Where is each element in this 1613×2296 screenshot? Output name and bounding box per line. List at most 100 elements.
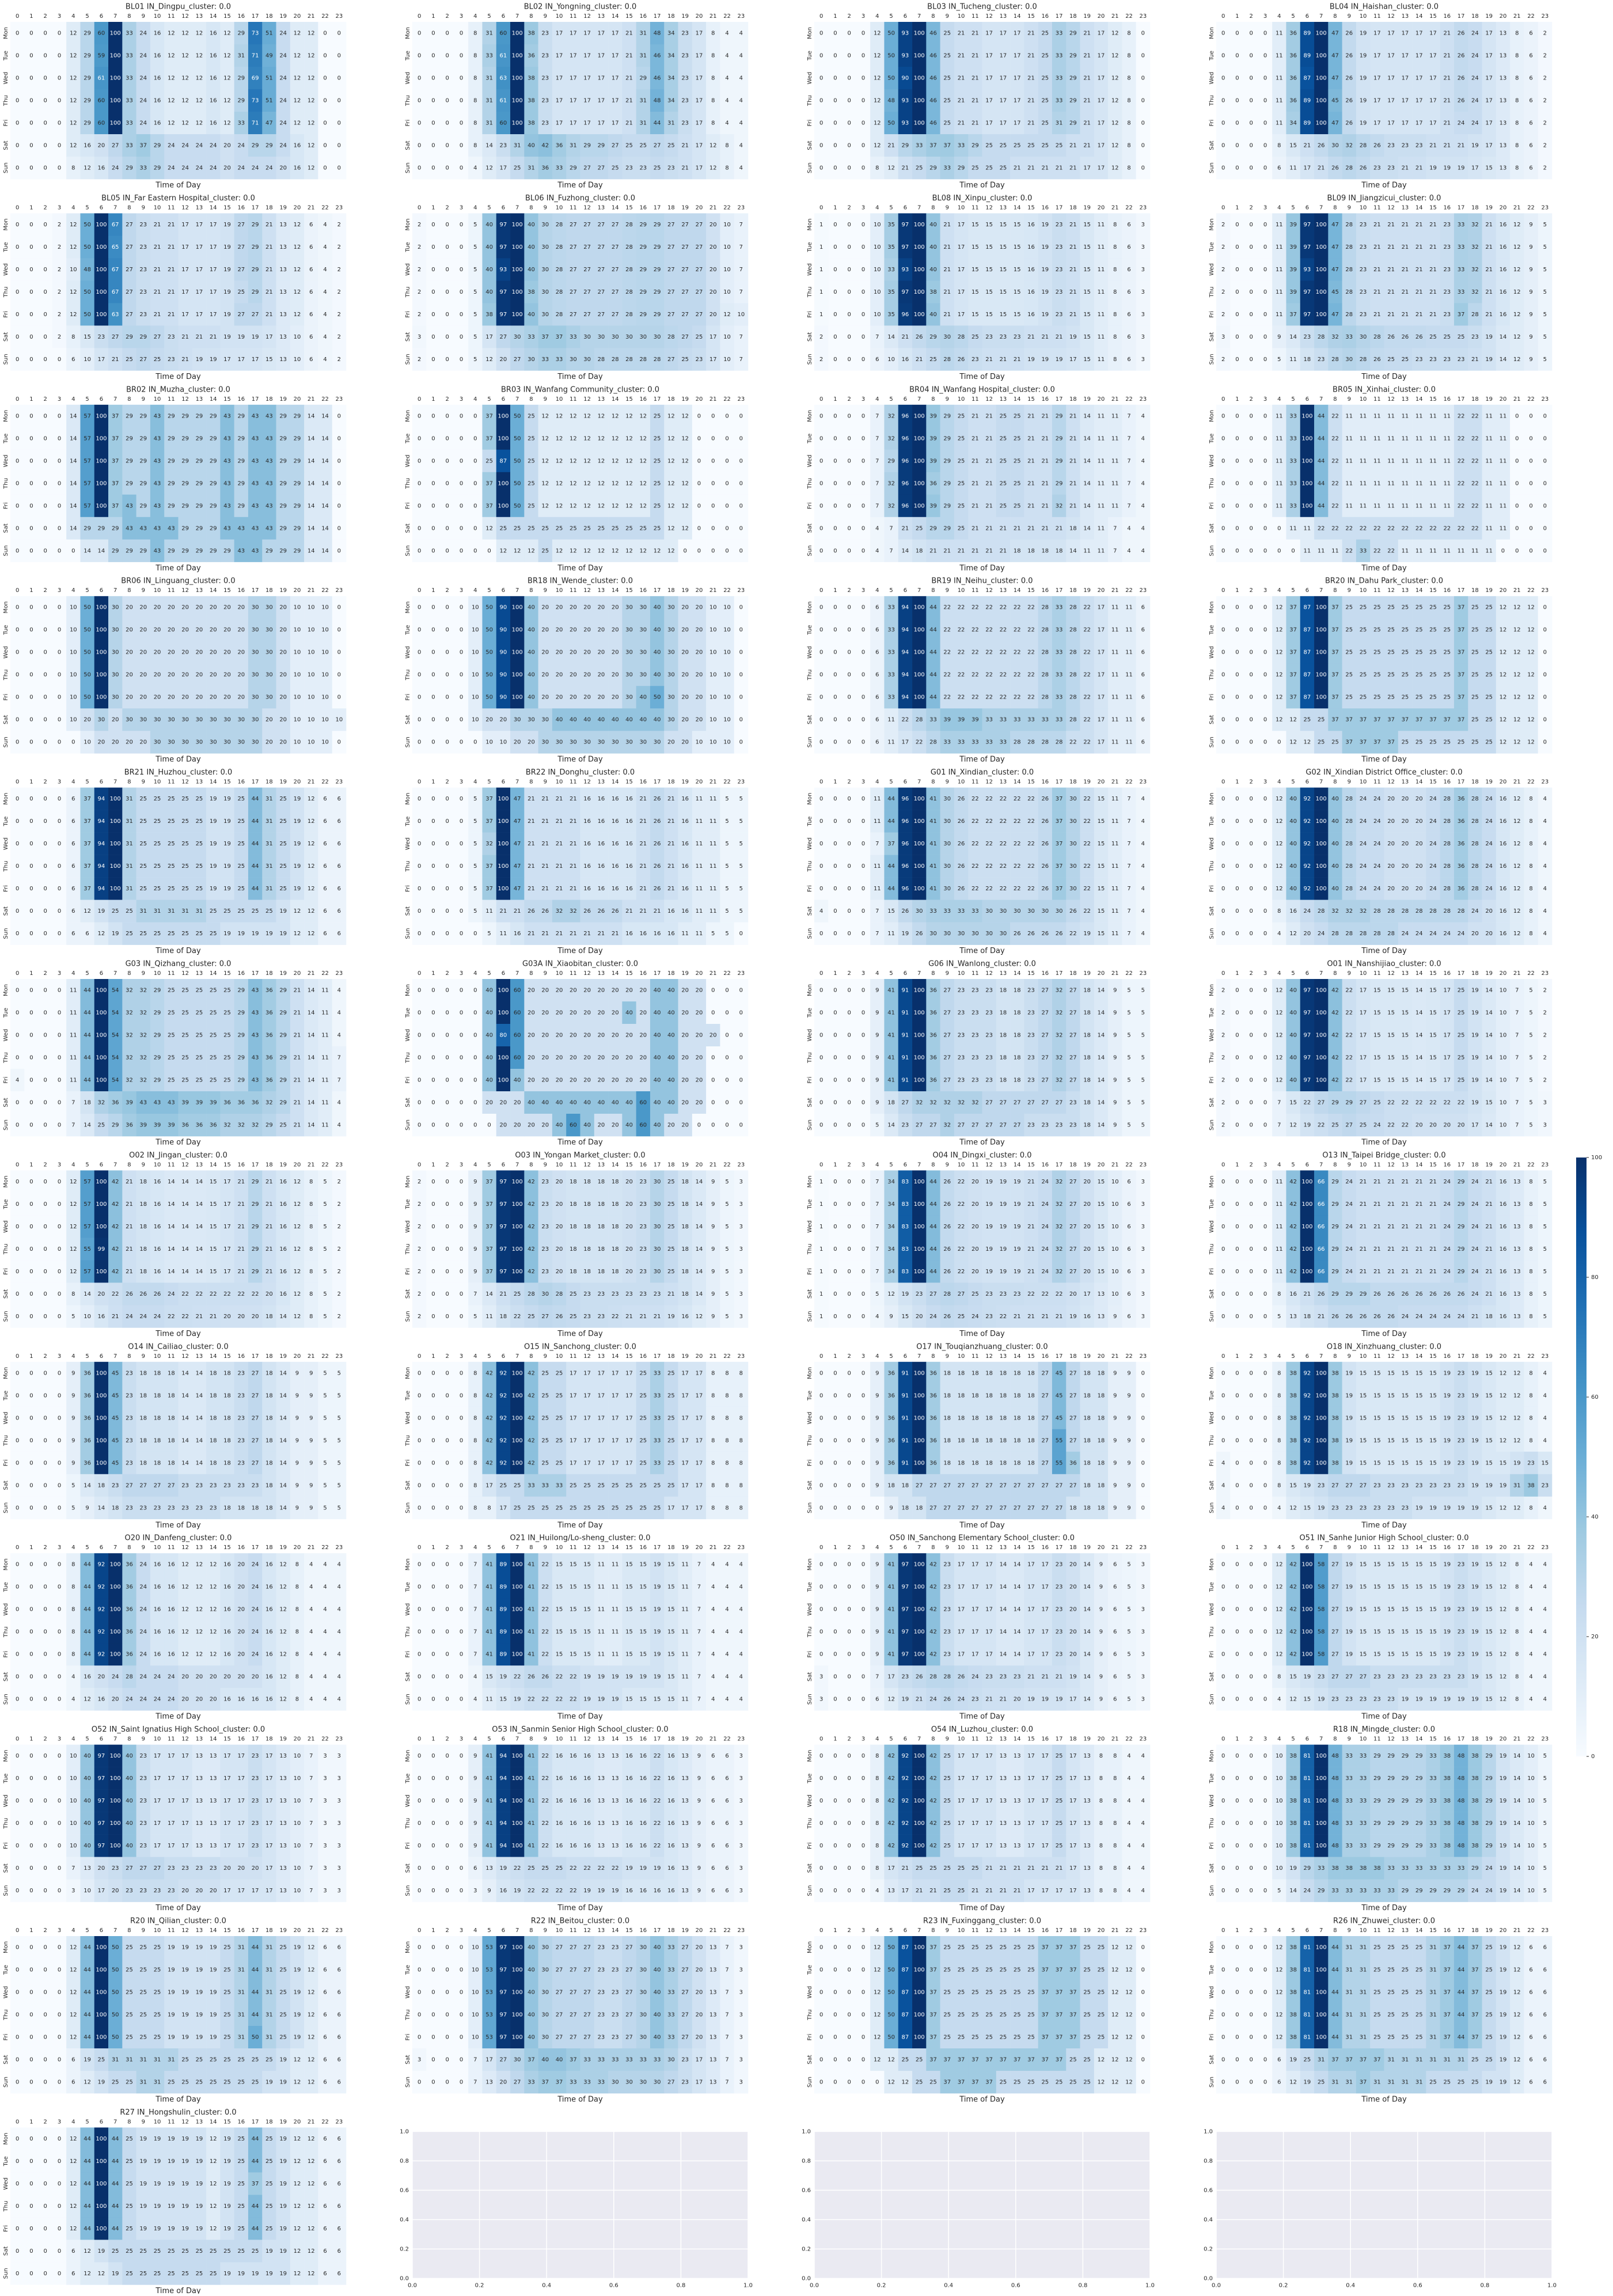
cell-value: 21 bbox=[168, 289, 175, 295]
cell-value: 6 bbox=[309, 289, 313, 295]
cell-value: 11 bbox=[1098, 289, 1105, 295]
cell-value: 0 bbox=[337, 739, 341, 746]
cell-value: 17 bbox=[1373, 53, 1381, 59]
x-tick-label: 7 bbox=[113, 587, 117, 594]
cell-value: 0 bbox=[431, 222, 435, 228]
cell-value: 0 bbox=[1250, 75, 1253, 82]
cell-value: 2 bbox=[337, 289, 341, 295]
cell-value: 20 bbox=[126, 650, 133, 656]
cell-value: 23 bbox=[1056, 267, 1063, 273]
cell-value: 100 bbox=[110, 98, 121, 104]
cell-value: 33 bbox=[1458, 244, 1465, 251]
cell-value: 0 bbox=[1515, 503, 1519, 509]
cell-value: 10 bbox=[723, 222, 731, 228]
cell-value: 20 bbox=[223, 143, 231, 149]
cell-value: 14 bbox=[70, 525, 77, 532]
cell-value: 4 bbox=[739, 143, 743, 149]
cell-value: 0 bbox=[1221, 435, 1225, 442]
cell-value: 0 bbox=[460, 53, 463, 59]
cell-value: 11 bbox=[1500, 503, 1507, 509]
x-tick-label: 1 bbox=[833, 204, 837, 211]
x-tick-label: 19 bbox=[681, 396, 689, 403]
cell-value: 25 bbox=[681, 356, 689, 363]
y-tick-label: Sun bbox=[1209, 162, 1215, 173]
cell-value: 0 bbox=[1263, 334, 1267, 340]
cell-value: 0 bbox=[1250, 98, 1253, 104]
cell-value: 27 bbox=[570, 244, 577, 251]
cell-value: 0 bbox=[848, 289, 851, 295]
cell-value: 29 bbox=[943, 413, 951, 419]
y-tick-label: Thu bbox=[3, 95, 9, 107]
cell-value: 23 bbox=[1360, 289, 1367, 295]
cell-value: 4 bbox=[739, 31, 743, 37]
cell-value: 40 bbox=[527, 222, 535, 228]
cell-value: 67 bbox=[112, 267, 119, 273]
cell-value: 0 bbox=[473, 480, 477, 487]
cell-value: 12 bbox=[874, 53, 881, 59]
x-tick-label: 6 bbox=[502, 204, 505, 211]
cell-value: 14 bbox=[70, 458, 77, 464]
cell-value: 21 bbox=[1083, 31, 1091, 37]
cell-value: 21 bbox=[625, 120, 633, 127]
cell-value: 10 bbox=[321, 739, 329, 746]
cell-value: 29 bbox=[639, 244, 647, 251]
cell-value: 100 bbox=[512, 31, 523, 37]
cell-value: 11 bbox=[1276, 289, 1283, 295]
cell-value: 29 bbox=[237, 75, 245, 82]
cell-value: 16 bbox=[154, 31, 161, 37]
cell-value: 0 bbox=[861, 267, 865, 273]
cell-value: 4 bbox=[1127, 548, 1130, 554]
cell-value: 24 bbox=[139, 75, 147, 82]
cell-value: 0 bbox=[1250, 244, 1253, 251]
cell-value: 10 bbox=[472, 650, 479, 656]
cell-value: 0 bbox=[739, 458, 743, 464]
cell-value: 23 bbox=[639, 165, 647, 172]
cell-value: 24 bbox=[181, 165, 189, 172]
x-tick-label: 22 bbox=[1125, 204, 1133, 211]
x-tick-label: 22 bbox=[1527, 13, 1535, 20]
cell-value: 0 bbox=[323, 143, 327, 149]
x-axis-label: Time of Day bbox=[557, 373, 603, 381]
x-tick-label: 8 bbox=[529, 396, 533, 403]
cell-value: 12 bbox=[1111, 53, 1119, 59]
cell-value: 17 bbox=[1373, 98, 1381, 104]
cell-value: 0 bbox=[58, 120, 61, 127]
x-tick-label: 3 bbox=[1263, 204, 1267, 211]
chart-title: BL03 IN_Tucheng_cluster: 0.0 bbox=[927, 3, 1037, 12]
cell-value: 10 bbox=[723, 289, 731, 295]
cell-value: 1 bbox=[819, 289, 823, 295]
cell-value: 8 bbox=[1127, 165, 1130, 172]
cell-value: 29 bbox=[168, 503, 175, 509]
cell-value: 29 bbox=[139, 548, 147, 554]
cell-value: 29 bbox=[943, 503, 951, 509]
cell-value: 0 bbox=[1141, 120, 1145, 127]
x-tick-label: 13 bbox=[1402, 204, 1409, 211]
cell-value: 26 bbox=[1345, 31, 1353, 37]
cell-value: 0 bbox=[29, 695, 33, 701]
cell-value: 100 bbox=[1316, 53, 1327, 59]
cell-value: 4 bbox=[875, 525, 879, 532]
cell-value: 60 bbox=[98, 120, 105, 127]
cell-value: 12 bbox=[308, 31, 315, 37]
cell-value: 25 bbox=[527, 458, 535, 464]
cell-value: 51 bbox=[265, 98, 273, 104]
cell-value: 25 bbox=[958, 458, 965, 464]
cell-value: 37 bbox=[929, 143, 937, 149]
x-tick-label: 5 bbox=[487, 587, 491, 594]
cell-value: 34 bbox=[667, 75, 675, 82]
cell-value: 0 bbox=[833, 525, 837, 532]
cell-value: 37 bbox=[1289, 312, 1297, 318]
cell-value: 32 bbox=[887, 503, 895, 509]
cell-value: 93 bbox=[902, 120, 909, 127]
cell-value: 24 bbox=[139, 31, 147, 37]
cell-value: 27 bbox=[667, 289, 675, 295]
cell-value: 10 bbox=[294, 695, 301, 701]
cell-value: 0 bbox=[446, 31, 449, 37]
x-tick-label: 20 bbox=[294, 204, 301, 211]
cell-value: 30 bbox=[112, 695, 119, 701]
x-tick-label: 22 bbox=[1125, 396, 1133, 403]
cell-value: 0 bbox=[460, 98, 463, 104]
x-tick-label: 10 bbox=[958, 13, 965, 20]
x-tick-label: 23 bbox=[737, 204, 745, 211]
cell-value: 20 bbox=[598, 650, 605, 656]
